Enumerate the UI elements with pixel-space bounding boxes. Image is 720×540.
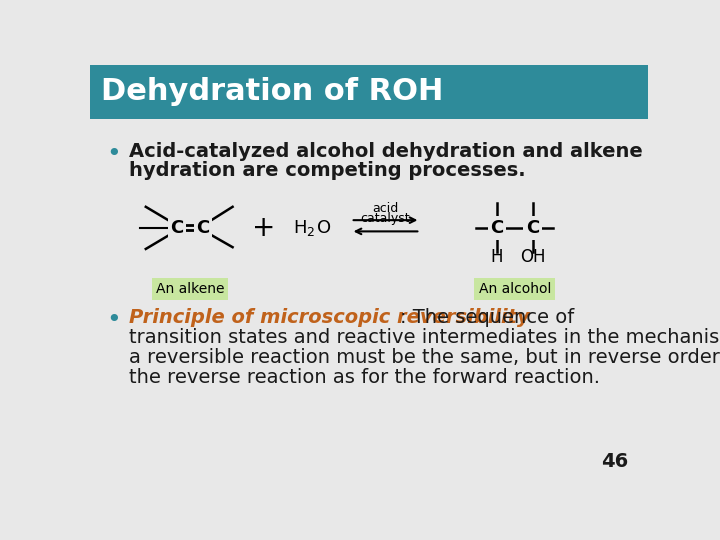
Text: 46: 46 — [601, 453, 629, 471]
Text: : The sequence of: : The sequence of — [400, 308, 574, 327]
Text: Acid-catalyzed alcohol dehydration and alkene: Acid-catalyzed alcohol dehydration and a… — [129, 141, 643, 161]
Text: transition states and reactive intermediates in the mechanism of: transition states and reactive intermedi… — [129, 328, 720, 347]
Text: An alkene: An alkene — [156, 282, 225, 296]
Text: C: C — [197, 219, 210, 237]
Text: a reversible reaction must be the same, but in reverse order, for: a reversible reaction must be the same, … — [129, 348, 720, 367]
Text: •: • — [107, 308, 122, 332]
Text: H: H — [491, 248, 503, 266]
Text: An alcohol: An alcohol — [479, 282, 551, 296]
Text: acid: acid — [372, 202, 399, 215]
Text: C: C — [490, 219, 504, 237]
Text: •: • — [107, 141, 122, 166]
Text: catalyst: catalyst — [361, 212, 410, 225]
Text: 2: 2 — [307, 226, 314, 239]
Text: Dehydration of ROH: Dehydration of ROH — [101, 77, 444, 106]
Text: OH: OH — [520, 248, 545, 266]
Text: hydration are competing processes.: hydration are competing processes. — [129, 161, 526, 180]
Text: O: O — [317, 219, 331, 237]
Text: the reverse reaction as for the forward reaction.: the reverse reaction as for the forward … — [129, 368, 600, 387]
FancyBboxPatch shape — [90, 65, 648, 119]
Text: C: C — [171, 219, 184, 237]
Text: +: + — [252, 214, 276, 242]
Text: Principle of microscopic reversibility: Principle of microscopic reversibility — [129, 308, 530, 327]
Text: C: C — [526, 219, 539, 237]
Text: H: H — [294, 219, 307, 237]
